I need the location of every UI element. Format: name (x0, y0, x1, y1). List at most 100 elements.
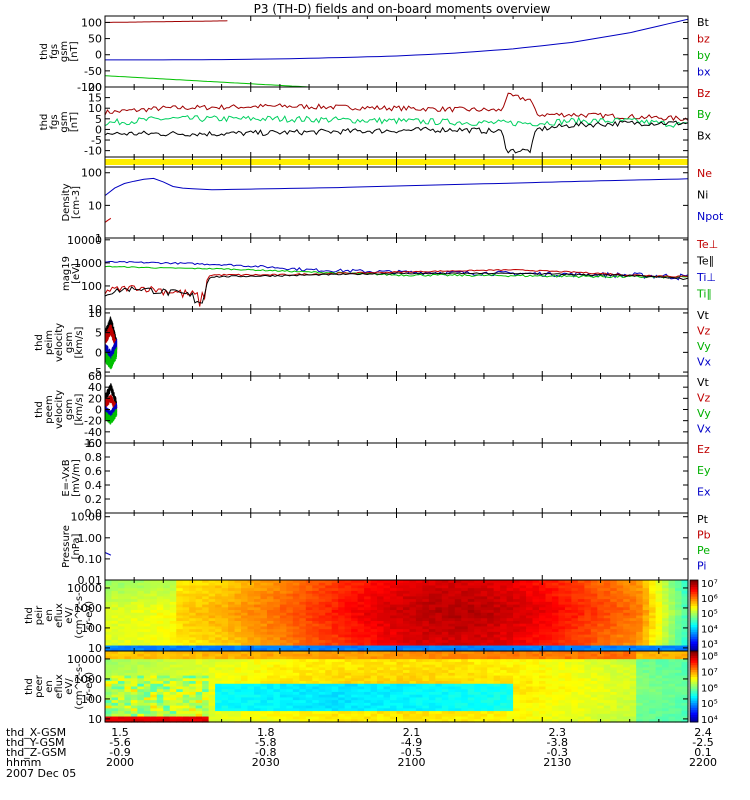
spectrogram-cell (428, 661, 436, 666)
spectrogram-cell (370, 670, 378, 674)
spectrogram-cell (215, 588, 223, 592)
spectrogram-cell (590, 585, 598, 589)
spectrogram-cell (532, 664, 540, 668)
spectrogram-cell (331, 719, 339, 723)
spectrogram-cell (551, 651, 560, 655)
y-axis-label: velocity (54, 323, 65, 362)
spectrogram-cell (396, 582, 404, 587)
spectrogram-cell (564, 580, 572, 584)
spectrogram-cell (545, 670, 553, 674)
spectrogram-cell (409, 590, 417, 595)
spectrogram-cell (292, 634, 300, 638)
spectrogram-cell (571, 705, 579, 709)
spectrogram-cell (642, 623, 650, 628)
spectrogram-cell (448, 596, 456, 600)
spectrogram-cell (428, 612, 436, 617)
spectrogram-cell (461, 653, 469, 658)
spectrogram-cell (234, 593, 242, 597)
spectrogram-cell (519, 708, 527, 712)
spectrogram-cell (221, 716, 229, 720)
spectrogram-cell (584, 664, 592, 668)
spectrogram-cell (558, 588, 566, 592)
series-line-1 (104, 217, 112, 223)
spectrogram-cell (441, 670, 449, 674)
spectrogram-cell (428, 702, 436, 707)
spectrogram-cell (571, 626, 579, 630)
spectrogram-cell (545, 694, 553, 699)
spectrogram-cell (228, 700, 236, 704)
spectrogram-cell (545, 672, 553, 677)
spectrogram-cell (182, 615, 190, 619)
spectrogram-cell (105, 615, 113, 619)
spectrogram-cell (558, 631, 566, 636)
spectrogram-cell (331, 637, 339, 641)
spectrogram-cell (273, 580, 281, 584)
spectrogram-cell (474, 590, 482, 595)
spectrogram-cell (649, 585, 657, 589)
spectrogram-cell (603, 590, 611, 595)
spectrogram-cell (234, 681, 242, 685)
spectrogram-cell (526, 708, 534, 712)
spectrogram-cell (545, 620, 553, 625)
spectrogram-cell (273, 607, 281, 611)
spectrogram-cell (124, 678, 132, 682)
spectrogram-cell (545, 691, 553, 696)
spectrogram-cell (506, 607, 514, 611)
spectrogram-cell (610, 585, 618, 589)
spectrogram-cell (299, 631, 307, 636)
spectrogram-cell (526, 678, 534, 682)
spectrogram-cell (616, 593, 624, 597)
spectrogram-cell (357, 626, 365, 630)
spectrogram-cell (571, 651, 579, 655)
spectrogram-cell (143, 689, 151, 693)
spectrogram-cell (610, 610, 618, 614)
spectrogram-cell (383, 623, 391, 628)
spectrogram-cell (513, 689, 521, 693)
spectrogram-cell (668, 588, 676, 592)
spectrogram-cell (493, 588, 501, 592)
spectrogram-cell (117, 705, 126, 709)
spectrogram-cell (662, 596, 670, 600)
spectrogram-cell (137, 648, 145, 652)
spectrogram-cell (519, 623, 527, 628)
spectrogram-cell (506, 612, 514, 617)
spectrogram-cell (441, 629, 449, 633)
spectrogram-cell (662, 626, 670, 630)
spectrogram-cell (137, 623, 145, 628)
spectrogram-cell (163, 711, 171, 715)
spectrogram-cell (545, 683, 553, 688)
spectrogram-cell (467, 656, 475, 660)
spectrogram-cell (221, 678, 229, 682)
spectrogram-cell (422, 667, 430, 671)
spectrogram-cell (480, 672, 488, 677)
spectrogram-cell (357, 580, 365, 584)
spectrogram-cell (105, 585, 113, 589)
spectrogram-cell (228, 713, 236, 718)
spectrogram-cell (597, 640, 605, 644)
spectrogram-cell (150, 623, 158, 628)
spectrogram-cell (662, 599, 670, 603)
spectrogram-cell (623, 582, 631, 587)
spectrogram-cell (428, 585, 436, 589)
spectrogram-cell (448, 694, 456, 699)
spectrogram-cell (480, 604, 488, 608)
spectrogram-cell (312, 626, 320, 630)
spectrogram-cell (377, 590, 385, 595)
spectrogram-cell (558, 593, 566, 597)
spectrogram-cell (182, 601, 190, 606)
spectrogram-cell (143, 588, 151, 592)
spectrogram-cell (409, 667, 417, 671)
spectrogram-cell (441, 683, 449, 688)
spectrogram-cell (351, 623, 359, 628)
spectrogram-cell (435, 620, 443, 625)
spectrogram-cell (156, 620, 164, 625)
spectrogram-cell (402, 675, 411, 679)
spectrogram-cell (487, 691, 495, 696)
spectrogram-cell (428, 582, 436, 587)
spectrogram-cell (344, 623, 352, 628)
spectrogram-cell (143, 580, 151, 584)
spectrogram-cell (241, 593, 249, 597)
spectrogram-cell (539, 656, 547, 660)
spectrogram-cell (454, 648, 462, 652)
spectrogram-cell (370, 711, 378, 715)
